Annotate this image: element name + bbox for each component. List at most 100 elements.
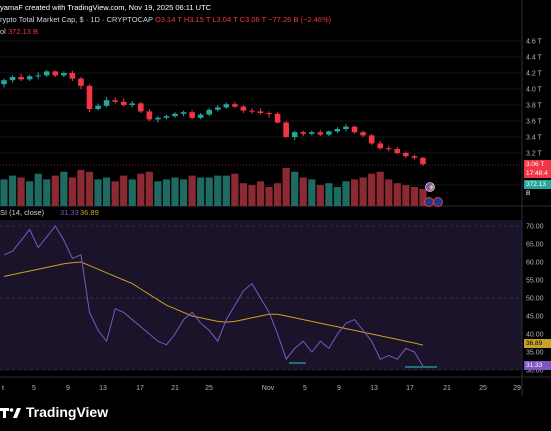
rsi-tick-label: 40.00 [526, 332, 544, 339]
volume-bar [222, 175, 230, 206]
candle-body [214, 107, 221, 110]
chart-canvas[interactable]: 4.6 T 4.4 T 4.2 T 4.0 T 3.8 T 3.6 T 3.4 T 3.2 T… [0, 0, 551, 396]
volume-bar [205, 177, 213, 206]
volume-bar [94, 179, 102, 206]
rsi-header-value: 31.33 [60, 208, 79, 217]
volume-bar [60, 171, 68, 206]
volume-bar [419, 188, 427, 206]
volume-bar [239, 183, 247, 206]
volume-bar [137, 173, 145, 206]
volume-bar [34, 173, 42, 206]
x-tick-label: 21 [171, 385, 179, 392]
rsi-background [0, 220, 522, 370]
price-tick-label: 4.0 T [526, 87, 543, 94]
candle-body [274, 113, 281, 123]
volume-bar [17, 177, 25, 206]
ohlc-open: O3.14 T [154, 15, 182, 24]
x-tick-label: 9 [337, 385, 341, 392]
candle-body [78, 78, 84, 86]
rsi-tick-label: 30.00 [526, 368, 544, 375]
volume-bar [325, 183, 333, 206]
volume-bar [291, 171, 299, 206]
candle-body [249, 110, 255, 112]
price-tick-label: 4.2 T [526, 71, 543, 78]
candle-body [283, 122, 289, 137]
ohlc-high: H3.15 T [183, 15, 211, 24]
volume-bar [85, 171, 94, 206]
volume-label[interactable]: ol [0, 27, 6, 36]
volume-bar [8, 175, 17, 206]
candle-body [206, 109, 212, 115]
rsi-line [3, 225, 424, 367]
candle-body [411, 156, 418, 158]
rsi-label[interactable]: SI (14, close) [0, 208, 45, 217]
rsi-value-label: 31.33 [524, 361, 551, 370]
candle-body [129, 103, 136, 105]
x-tick-label: 9 [66, 385, 70, 392]
us-flag-event-icon-2[interactable] [433, 197, 443, 207]
rsi-tick-label: 60.00 [526, 260, 544, 267]
rsi-tick-label: 35.00 [526, 350, 544, 357]
candle-body [385, 148, 392, 150]
candle-body [138, 103, 144, 112]
volume-price-label: 372.13 B [524, 180, 551, 197]
x-tick-label: 25 [205, 385, 213, 392]
candle-body [309, 132, 315, 134]
candle-body [180, 112, 187, 114]
candle-body [300, 132, 307, 134]
candle-body [9, 77, 16, 81]
candle-body [266, 113, 272, 114]
rsi-tick-label: 55.00 [526, 278, 544, 285]
us-flag-event-icon[interactable] [424, 197, 434, 207]
volume-bar [410, 187, 418, 206]
last-price-label: 3.06 T [524, 160, 551, 169]
chart-header: yamaF created with TradingView.com, Nov … [0, 0, 551, 40]
x-tick-label: 5 [303, 385, 307, 392]
lightning-event-icon[interactable] [425, 182, 435, 192]
candle-body [61, 73, 67, 76]
candle-body [360, 132, 366, 136]
candle-body [257, 111, 264, 113]
volume-bar [376, 171, 384, 206]
candle-body [232, 104, 238, 107]
volume-bar [120, 175, 128, 206]
candle-body [1, 80, 7, 85]
x-tick-label: 17 [406, 385, 414, 392]
candle-body [18, 77, 24, 80]
price-tick-label: 3.8 T [526, 103, 543, 110]
volume-bar [265, 187, 273, 206]
volume-bar [77, 169, 85, 206]
candle-body [377, 143, 383, 149]
volume-bar [274, 183, 282, 206]
candle-body [189, 112, 195, 118]
candle-body [394, 149, 401, 153]
x-tick-label: 29 [513, 385, 521, 392]
volume-bar [103, 177, 111, 206]
rsi-tick-label: 50.00 [526, 296, 544, 303]
price-tick-label: 4.6 T [526, 39, 543, 46]
x-tick-label: 13 [99, 385, 107, 392]
footer-bar [0, 396, 551, 431]
candle-body [120, 101, 127, 105]
candle-body [95, 105, 101, 109]
volume-value: 372.13 B [7, 27, 38, 36]
candle-body [368, 135, 375, 144]
x-tick-label: 21 [443, 385, 451, 392]
symbol-name[interactable]: rypto Total Market Cap, $ · 1D · CRYPTOC… [0, 15, 153, 24]
countdown-label: 17:48:4 [524, 169, 551, 178]
candle-body [52, 71, 59, 76]
x-tick-label: 17 [136, 385, 144, 392]
candle-body [35, 75, 41, 77]
candle-body [403, 153, 409, 157]
candle-body [26, 76, 33, 80]
candle-body [317, 132, 324, 135]
volume-bar [51, 175, 59, 206]
rsi-tick-label: 70.00 [526, 224, 544, 231]
candle-body [334, 129, 341, 132]
candle-body [155, 117, 161, 120]
tradingview-logo-icon [0, 408, 21, 419]
candle-body [343, 126, 349, 129]
volume-bar [162, 179, 171, 206]
volume-bar [214, 175, 222, 206]
rsi-tick-label: 65.00 [526, 242, 544, 249]
